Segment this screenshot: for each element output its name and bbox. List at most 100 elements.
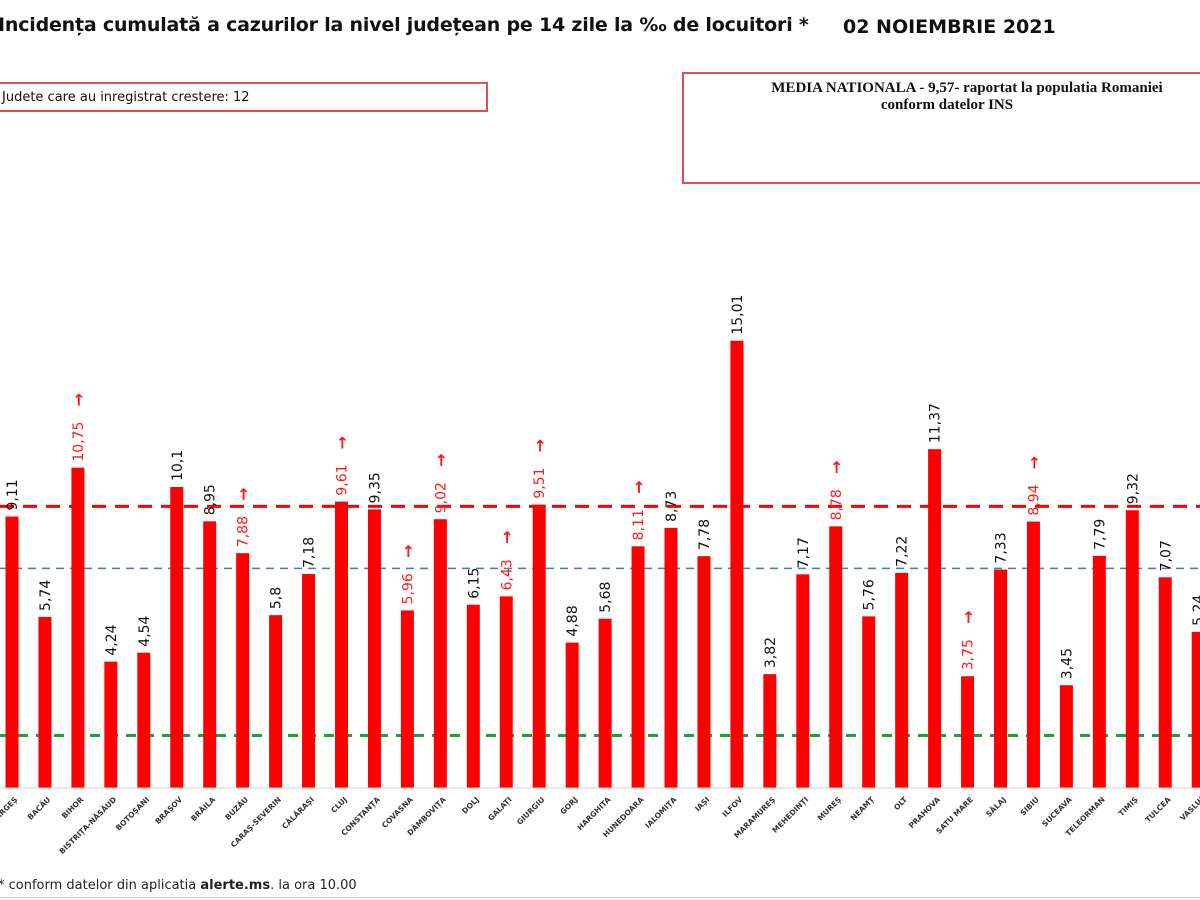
value-label: 8,11 xyxy=(631,509,647,540)
bar xyxy=(829,526,843,788)
increase-arrow-icon: ↑ xyxy=(402,542,415,561)
category-label: BACĂU xyxy=(26,795,53,822)
bar xyxy=(302,574,316,788)
bar xyxy=(532,504,546,788)
value-label: 3,45 xyxy=(1059,648,1075,679)
increase-arrow-icon: ↑ xyxy=(830,458,843,477)
value-label: 7,17 xyxy=(796,537,812,568)
value-label: 9,51 xyxy=(532,467,548,498)
value-label: 11,37 xyxy=(928,403,944,443)
increase-arrow-icon: ↑ xyxy=(237,485,250,504)
footnote: * conform datelor din aplicatia alerte.m… xyxy=(0,878,357,893)
category-label: GALAȚI xyxy=(486,795,514,823)
bar xyxy=(763,674,777,788)
report-date: 02 NOIEMBRIE 2021 xyxy=(843,16,1056,38)
value-label: 5,68 xyxy=(598,582,614,613)
bar xyxy=(631,546,645,788)
category-label: DOLJ xyxy=(460,795,481,816)
increase-count-box: Judete care au inregistrat crestere: 12 xyxy=(0,82,488,112)
category-label: BIHOR xyxy=(60,795,86,821)
category-label: BISTRIȚA-NĂSĂUD xyxy=(57,795,119,857)
bar xyxy=(1191,631,1200,788)
value-label: 7,33 xyxy=(994,532,1010,563)
value-labels: 9,11 5,74 10,75 4,24 4,54 10,1 8,95 7,88 5,8 7,18… xyxy=(5,295,1200,680)
increase-markers: ↑ ↑ ↑ ↑ ↑ ↑ ↑ ↑ ↑ ↑ ↑ xyxy=(72,391,1041,627)
value-label: 5,24 xyxy=(1191,595,1200,626)
category-label: CĂLĂRAȘI xyxy=(280,795,316,831)
category-label: TIMIȘ xyxy=(1117,795,1140,818)
increase-arrow-icon: ↑ xyxy=(962,608,975,627)
value-label: 6,15 xyxy=(466,568,482,599)
bar xyxy=(796,574,810,788)
category-label: SĂLAJ xyxy=(984,795,1008,819)
bar xyxy=(1125,510,1139,788)
value-label: 7,88 xyxy=(236,516,252,547)
bar xyxy=(466,604,480,788)
footnote-suffix: . la ora 10.00 xyxy=(270,878,357,893)
value-label: 5,8 xyxy=(269,587,285,609)
value-label: 9,32 xyxy=(1125,473,1141,504)
category-label: PRAHOVA xyxy=(907,795,942,830)
category-label: BRĂILA xyxy=(189,795,217,823)
bar xyxy=(697,556,711,788)
category-label: VASLUI xyxy=(1178,795,1200,823)
value-label: 7,79 xyxy=(1092,519,1108,550)
bar xyxy=(335,501,348,788)
bar xyxy=(862,616,876,788)
value-label: 4,88 xyxy=(565,605,581,636)
increase-arrow-icon: ↑ xyxy=(435,451,448,470)
bar xyxy=(961,676,975,788)
value-label: 7,22 xyxy=(895,536,911,567)
category-label: SIBIU xyxy=(1018,795,1040,817)
increase-arrow-icon: ↑ xyxy=(501,528,514,547)
bottom-divider xyxy=(0,897,1200,898)
value-label: 7,78 xyxy=(697,519,713,550)
value-label: 3,75 xyxy=(961,639,977,670)
bar xyxy=(400,610,414,788)
bar xyxy=(730,340,744,788)
value-label: 9,11 xyxy=(5,479,21,510)
value-label: 8,73 xyxy=(664,491,680,522)
value-label: 6,43 xyxy=(499,559,515,590)
bar xyxy=(1092,555,1106,788)
bar xyxy=(5,516,19,788)
bar xyxy=(1158,577,1172,788)
value-label: 9,02 xyxy=(433,482,449,513)
increase-arrow-icon: ↑ xyxy=(1028,453,1041,472)
footnote-prefix: * conform datelor din aplicatia xyxy=(0,878,201,893)
bar xyxy=(367,509,381,788)
category-label: SUCEAVA xyxy=(1040,795,1074,829)
category-label: GIURGIU xyxy=(515,795,547,827)
chart-title: Incidența cumulată a cazurilor la nivel … xyxy=(0,14,809,36)
bar xyxy=(928,449,942,788)
bar xyxy=(664,527,678,788)
national-average-line2: conform datelor INS xyxy=(880,97,1014,113)
bar xyxy=(170,487,184,788)
category-label: TULCEA xyxy=(1143,795,1172,824)
value-label: 8,78 xyxy=(829,489,845,520)
value-label: 3,82 xyxy=(763,637,779,668)
bar xyxy=(565,642,579,788)
value-label: 5,76 xyxy=(862,579,878,610)
value-label: 4,54 xyxy=(137,615,153,646)
value-label: 9,61 xyxy=(335,464,351,495)
national-average-box: MEDIA NATIONALA - 9,57- raportat la popu… xyxy=(682,72,1200,184)
bar xyxy=(38,616,52,788)
value-label: 15,01 xyxy=(730,295,746,335)
category-label: ARGEȘ xyxy=(0,795,19,821)
category-label: BUZĂU xyxy=(223,795,250,822)
increase-count-text: Judete care au inregistrat crestere: 12 xyxy=(2,90,250,105)
bar xyxy=(499,596,513,788)
value-label: 8,95 xyxy=(203,484,219,515)
bar xyxy=(994,569,1007,788)
footnote-source: alerte.ms xyxy=(200,878,271,893)
bar xyxy=(433,519,447,788)
bar xyxy=(1059,685,1073,788)
increase-arrow-icon: ↑ xyxy=(336,433,349,452)
category-label: IAȘI xyxy=(693,795,711,813)
value-label: 4,24 xyxy=(104,624,120,655)
national-average-line1: MEDIA NATIONALA - 9,57- raportat la popu… xyxy=(771,80,1163,96)
category-label: COVASNA xyxy=(380,795,415,830)
bar xyxy=(269,615,283,788)
